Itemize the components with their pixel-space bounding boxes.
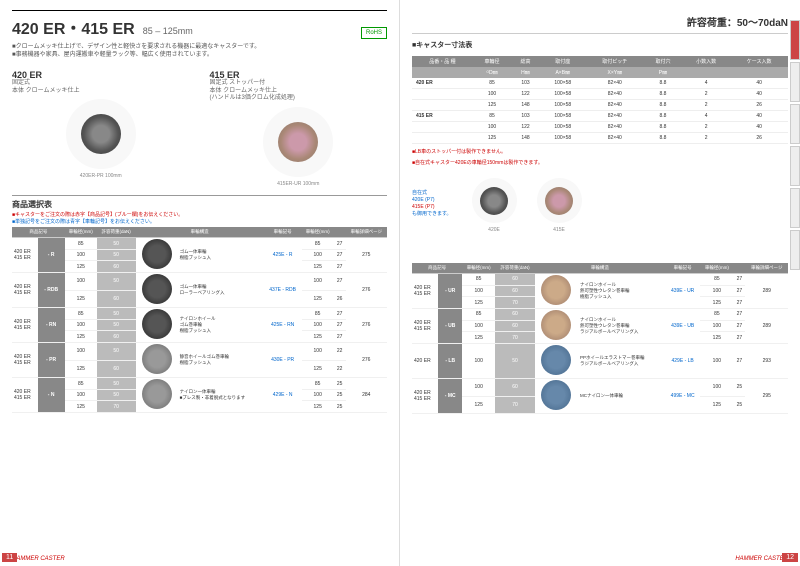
size-range: 85 – 125mm	[143, 26, 193, 36]
dim-table-header: ■キャスター寸法表	[412, 40, 788, 50]
header-note-1: ■クロームメッキ仕上げで、デザイン性と軽快さを要求される機器に最適なキャスターで…	[12, 43, 387, 51]
red-note-1: ■LB車のストッパー付は製作できません。	[412, 148, 788, 155]
caster-420-caption: 420ER-PR 100mm	[12, 173, 190, 179]
side-tabs	[790, 20, 800, 270]
caster-415-caption: 415ER-UR 100mm	[210, 181, 388, 187]
swivel-420e-image	[472, 178, 517, 223]
dimension-table: 品番・品 種車輪径総高取付座取付ピッチ取付穴小数入数ケース入数 ᴼD㎜H㎜A×B…	[412, 56, 788, 144]
series-title: 420 ER・415 ER	[12, 15, 135, 39]
caster-420-image	[66, 99, 136, 169]
footer-brand: HAMMER CASTER	[12, 556, 65, 562]
footer-brand-right: HAMMER CASTER	[735, 556, 788, 562]
selection-header: 商品選択表	[12, 195, 387, 210]
red-note-2: ■自在式キャスター420Eの車輪径150mmは製作できます。	[412, 159, 788, 166]
selection-table-left: 商品記号車輪径(mm)許容荷重(daN)車輪構造車輪記号車輪径(mm)車輪詳細ペ…	[12, 227, 387, 413]
header-note-2: ■事務機器や家具、屋内運搬車や軽量ラック等、幅広く使用されています。	[12, 51, 387, 59]
allowable-load: 許容荷重：50～70daN	[412, 10, 788, 34]
caster-415-image	[263, 107, 333, 177]
sel-note-blue: ■単独記号をご注文の際は青字【車輪記号】をお伝えください。	[12, 219, 387, 226]
page-number-left: 11	[2, 553, 17, 562]
caster-420-label: 420 ER	[12, 70, 190, 80]
page-number-right: 12	[782, 553, 798, 562]
caster-415-label: 415 ER	[210, 70, 388, 80]
rohs-badge: RoHS	[361, 27, 387, 39]
selection-table-right: 商品記号車輪径(mm)許容荷重(daN)車輪構造車輪記号車輪径(mm)車輪詳細ペ…	[412, 263, 788, 414]
swivel-label: 自在式 420E (P7) 415E (P7) も御用できます。	[412, 190, 452, 218]
swivel-415e-image	[537, 178, 582, 223]
